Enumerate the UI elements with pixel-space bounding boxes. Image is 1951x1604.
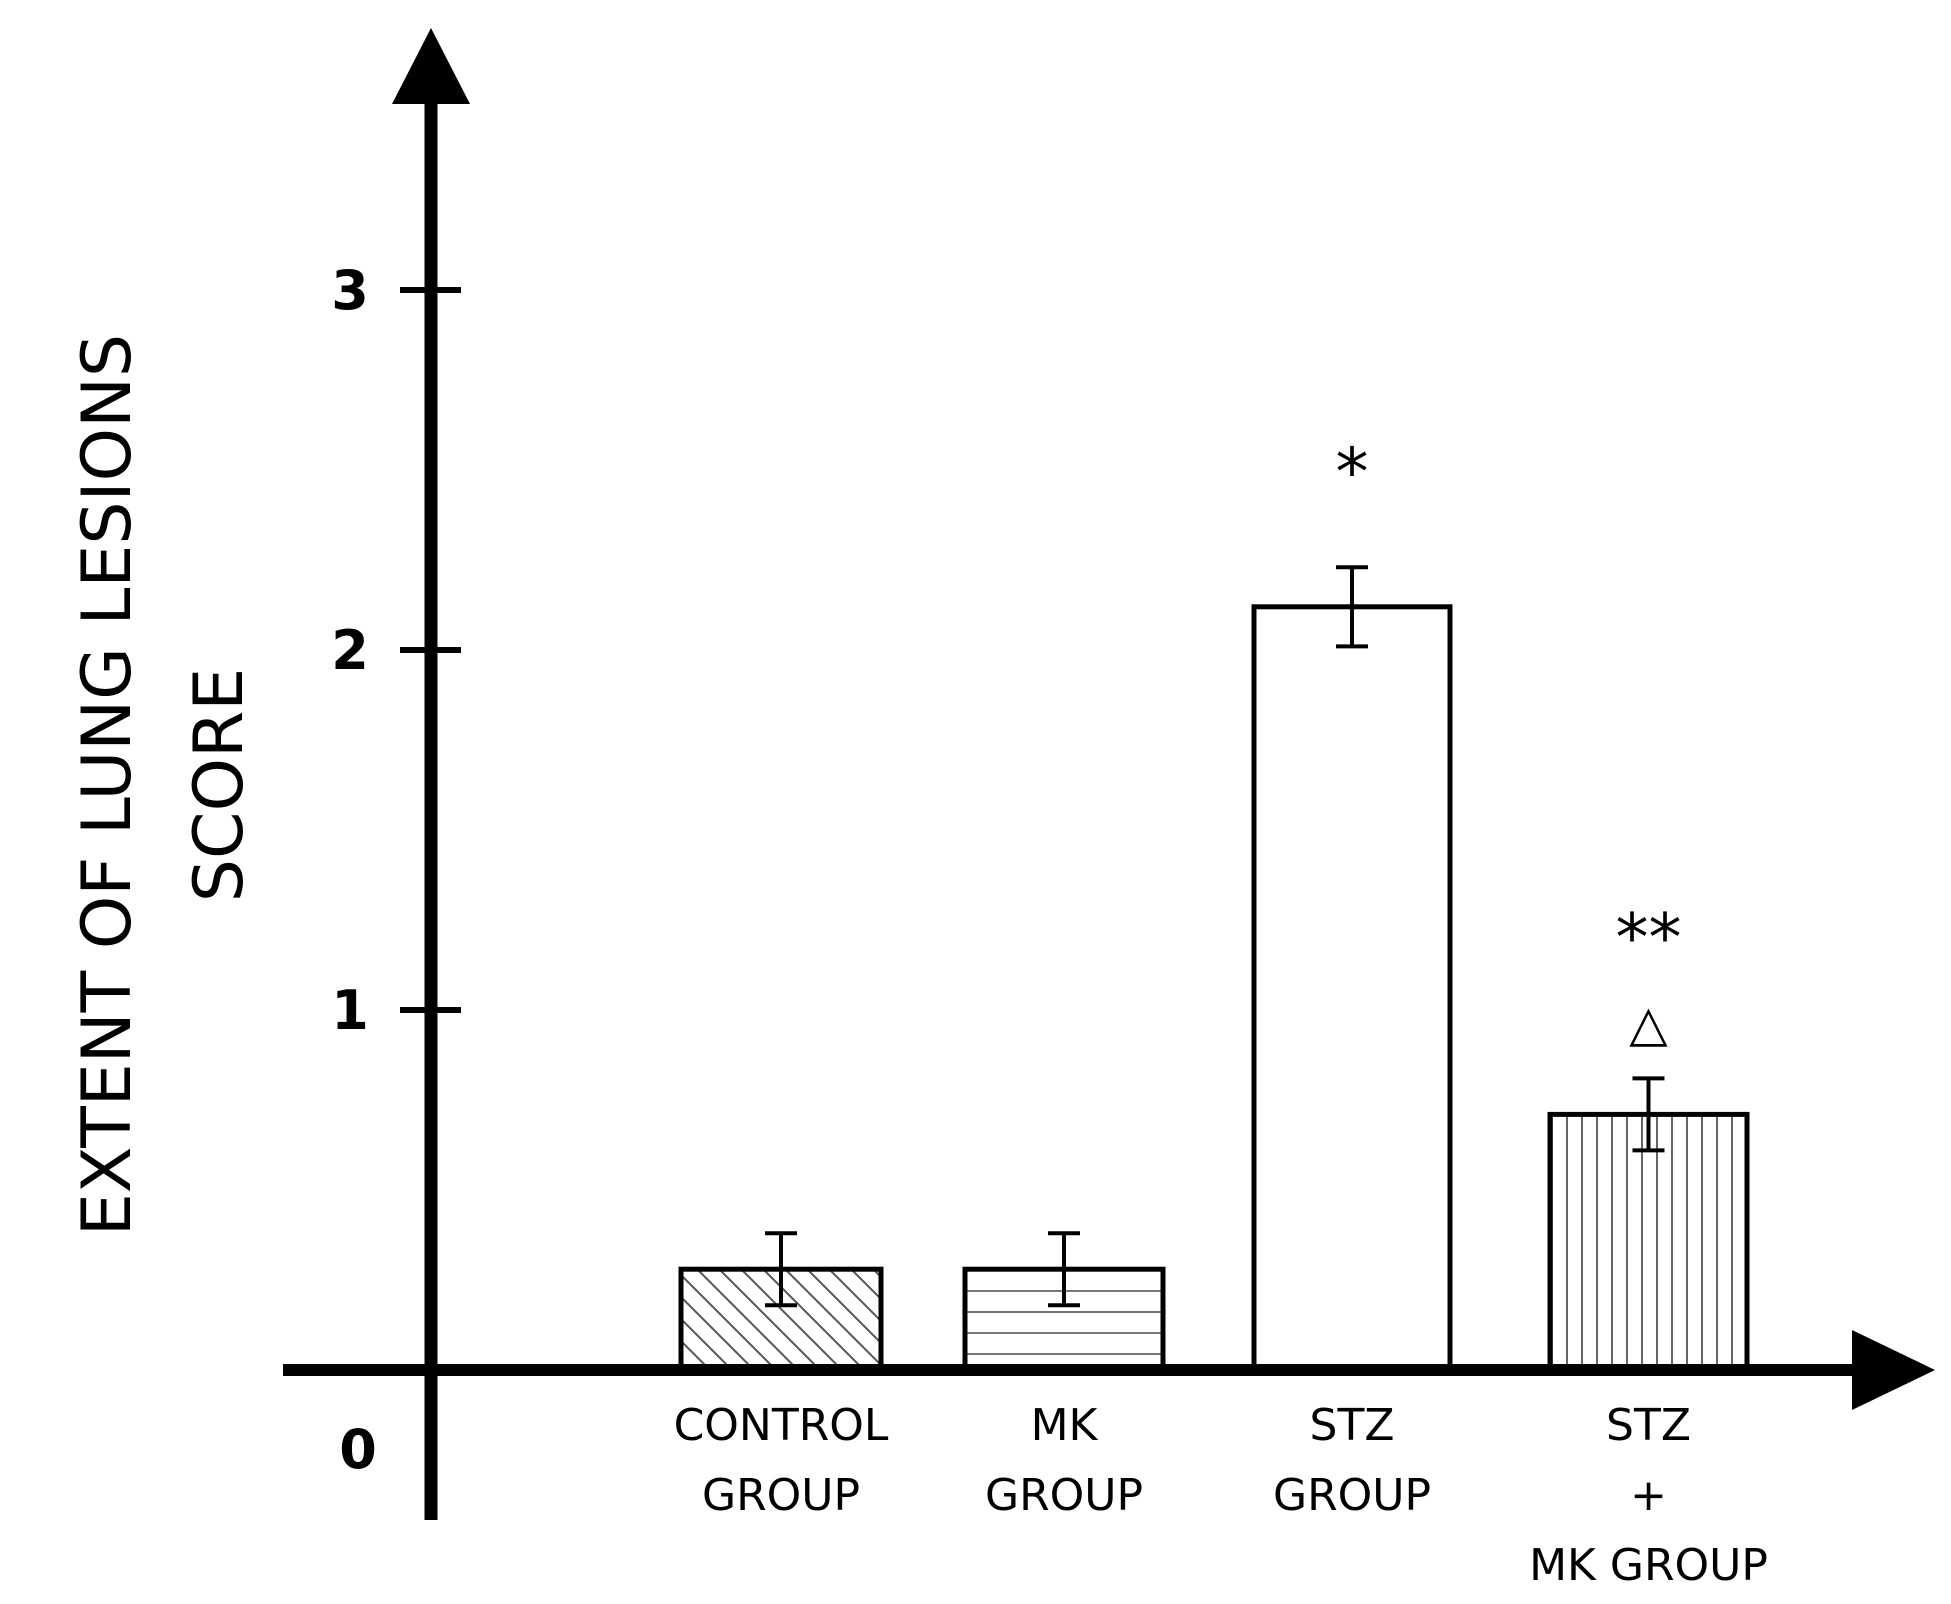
y-tick-label: 3 <box>331 259 369 322</box>
significance-asterisk: * <box>1336 434 1369 511</box>
y-tick-label: 1 <box>331 979 369 1042</box>
x-category-label: STZ <box>1310 1400 1395 1451</box>
x-category-label: GROUP <box>985 1470 1143 1521</box>
x-category-label: GROUP <box>702 1470 860 1521</box>
y-tick-label: 2 <box>331 619 369 682</box>
y-tick-label-zero: 0 <box>339 1418 377 1481</box>
bar <box>1547 1111 1750 1373</box>
significance-asterisk: ** <box>1616 899 1682 976</box>
x-category-label: GROUP <box>1273 1470 1431 1521</box>
y-axis-label: SCORE <box>180 668 259 902</box>
x-category-label: MK <box>1031 1400 1099 1451</box>
x-category-label: MK GROUP <box>1529 1540 1768 1591</box>
x-axis-arrow <box>1852 1330 1935 1410</box>
x-category-label: STZ <box>1606 1400 1691 1451</box>
bar <box>1251 604 1453 1373</box>
x-category-label: CONTROL <box>674 1400 889 1451</box>
x-category-label: + <box>1630 1470 1667 1521</box>
y-axis-arrow <box>392 28 470 104</box>
significance-triangle: △ <box>1629 994 1668 1052</box>
y-axis-label: EXTENT OF LUNG LESIONS <box>68 334 147 1236</box>
